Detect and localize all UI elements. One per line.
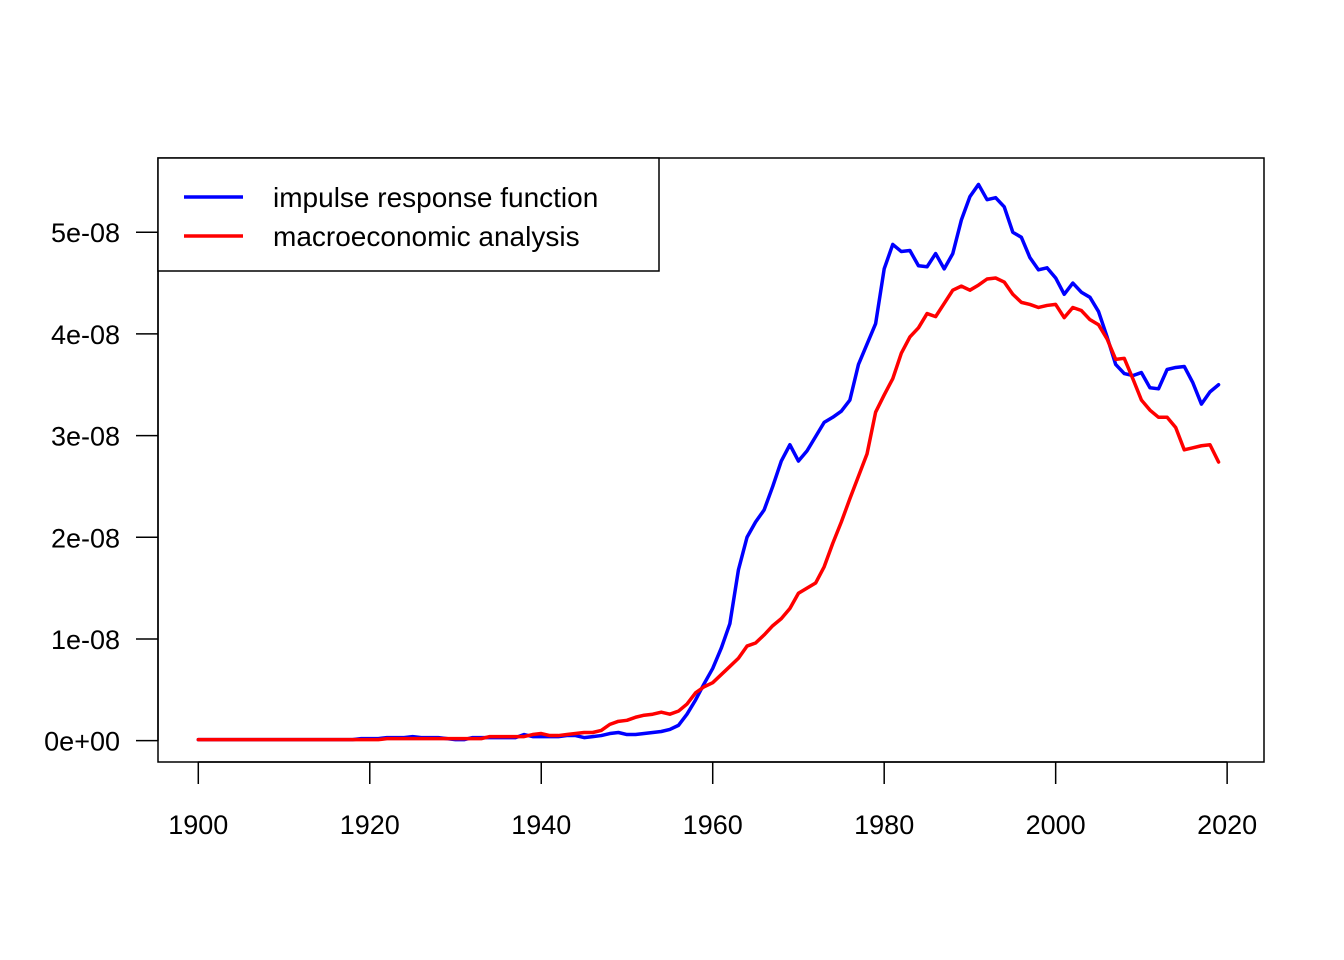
y-tick-label: 3e-08: [51, 422, 120, 452]
y-tick-label: 0e+00: [44, 727, 120, 757]
x-tick-label: 2020: [1197, 810, 1257, 840]
x-tick-label: 1900: [168, 810, 228, 840]
legend-label-irf: impulse response function: [273, 182, 598, 213]
legend: impulse response function macroeconomic …: [157, 157, 660, 272]
legend-box: [157, 157, 660, 272]
y-tick-label: 5e-08: [51, 218, 120, 248]
legend-label-macro: macroeconomic analysis: [273, 221, 580, 252]
x-tick-label: 1940: [511, 810, 571, 840]
x-tick-label: 1980: [854, 810, 914, 840]
x-tick-label: 1960: [683, 810, 743, 840]
series-line-macroeconomic-analysis: [196, 276, 1221, 742]
y-tick-label: 1e-08: [51, 625, 120, 655]
x-tick-label: 2000: [1026, 810, 1086, 840]
y-axis: 0e+00 1e-08 2e-08 3e-08 4e-08 5e-08: [44, 218, 159, 757]
x-tick-label: 1920: [340, 810, 400, 840]
x-axis: 1900 1920 1940 1960 1980 2000 2020: [168, 761, 1257, 840]
y-tick-label: 2e-08: [51, 523, 120, 553]
series-layer: [196, 182, 1221, 742]
y-tick-label: 4e-08: [51, 320, 120, 350]
